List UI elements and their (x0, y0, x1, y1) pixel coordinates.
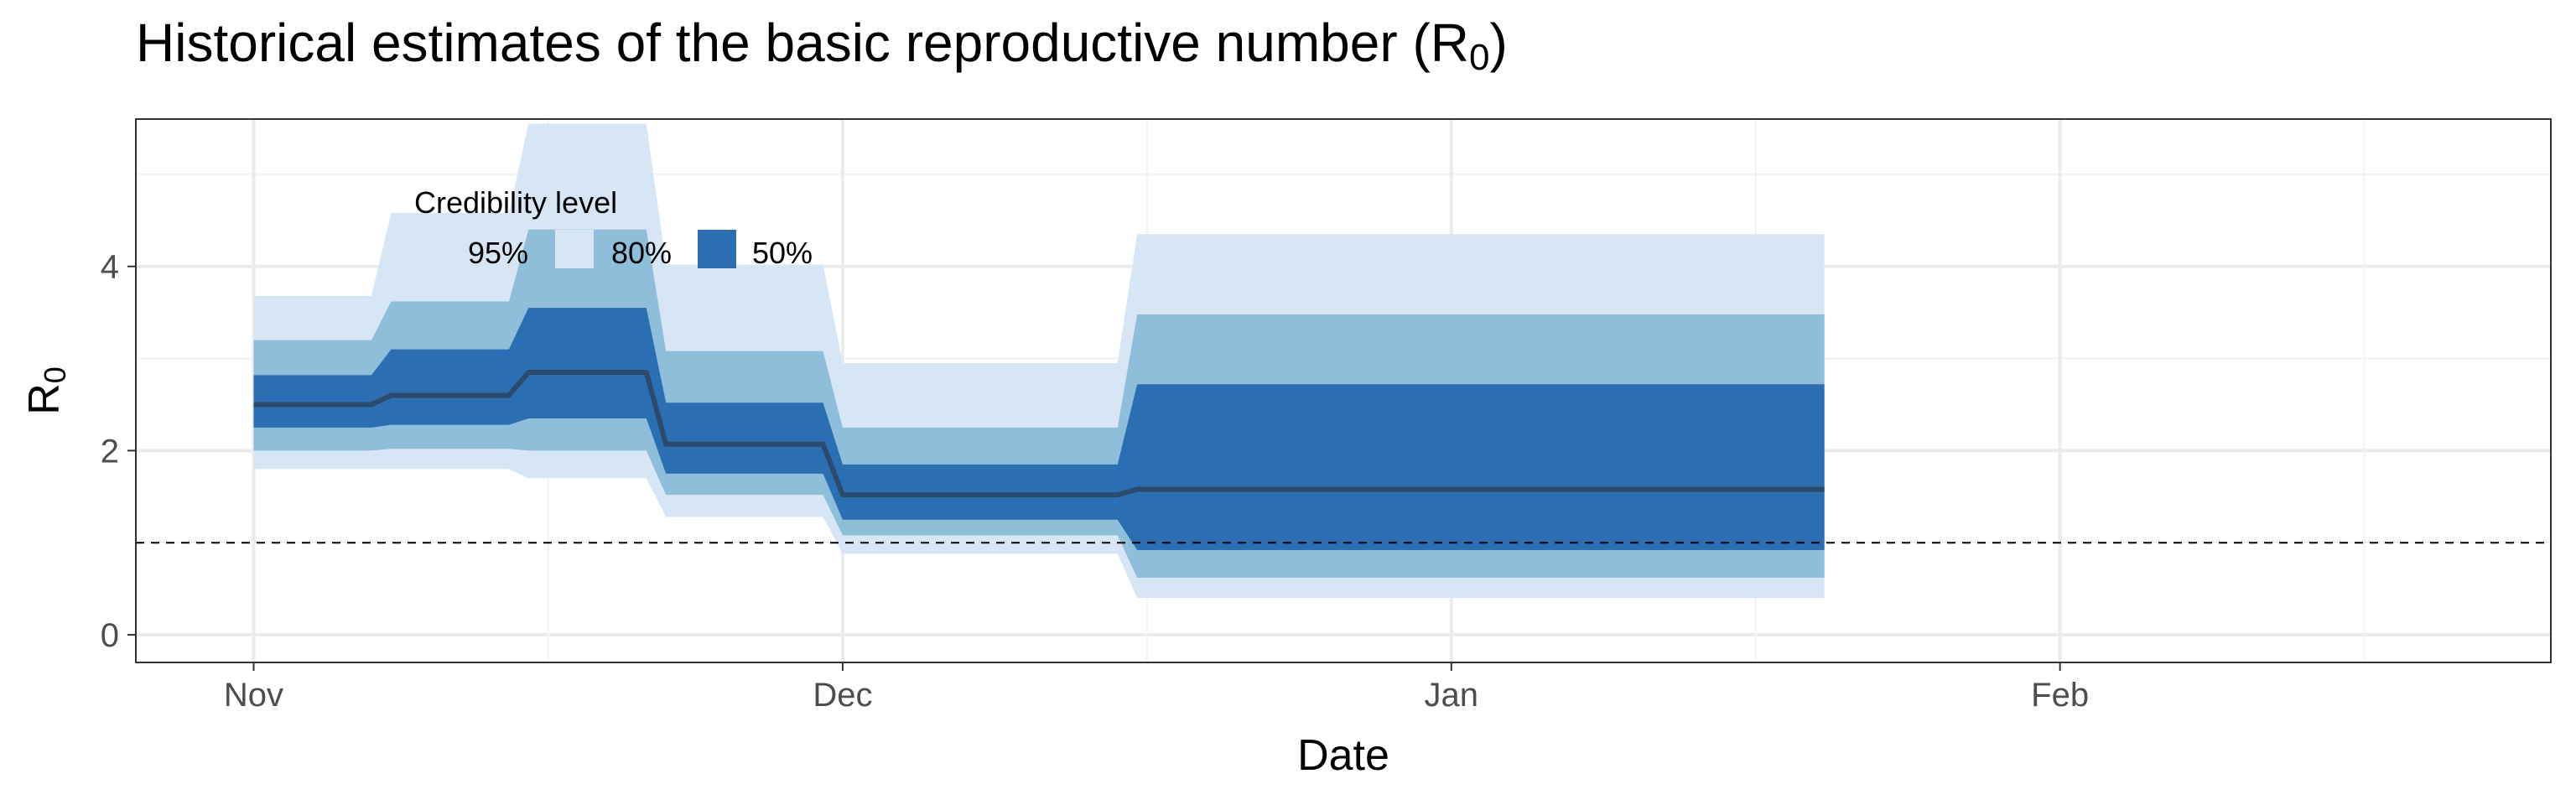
x-tick-label: Nov (224, 677, 283, 714)
legend-swatch-95 (555, 230, 594, 268)
y-tick-label: 0 (101, 617, 119, 654)
chart-title: Historical estimates of the basic reprod… (136, 13, 1508, 78)
y-tick-label: 2 (101, 433, 119, 470)
chart-lines (136, 370, 2551, 544)
x-tick-label: Feb (2031, 677, 2089, 714)
plot-border (135, 118, 2552, 663)
x-tick-label: Jan (1425, 677, 1479, 714)
legend-swatch-50 (698, 230, 736, 268)
legend: Credibility level 95% 80% 50% (414, 185, 813, 270)
y-tick-label: 4 (101, 249, 119, 286)
median-line (253, 370, 1825, 498)
y-axis-title: R0 (20, 366, 72, 415)
legend-label-95: 95% (468, 236, 528, 270)
x-tick-label: Dec (813, 677, 872, 714)
legend-label-80: 80% (611, 236, 672, 270)
legend-label-50: 50% (752, 236, 813, 270)
legend-title: Credibility level (414, 185, 617, 220)
svg-text:R0: R0 (20, 366, 72, 415)
x-axis-title: Date (1297, 731, 1389, 780)
axes: 0 2 4 Nov Dec Jan Feb (101, 249, 2089, 714)
